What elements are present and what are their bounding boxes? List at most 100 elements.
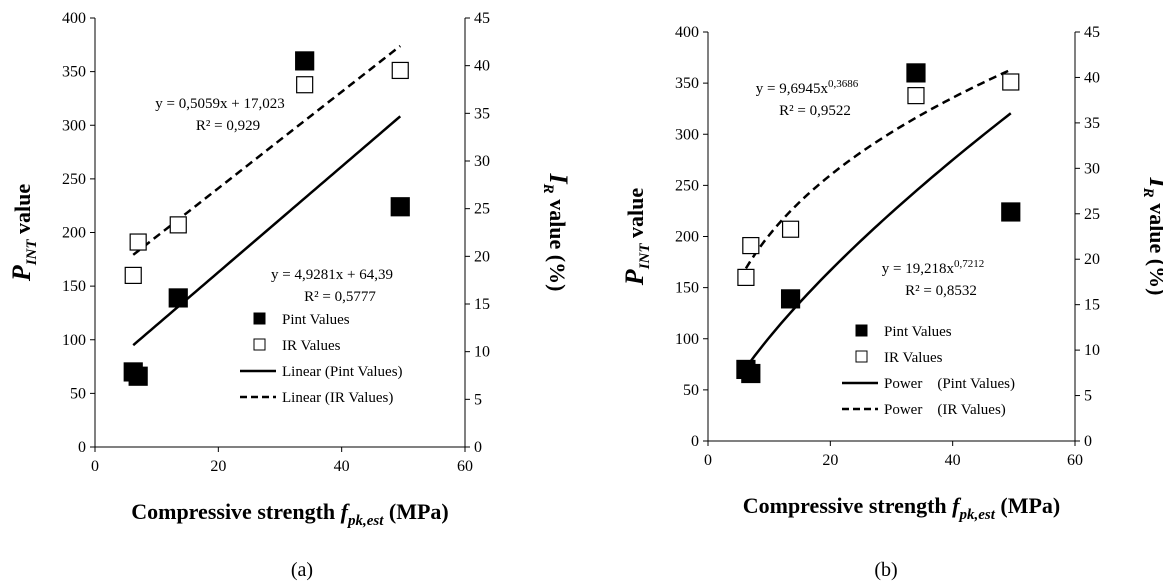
y-right-tick-label: 0 [1084, 433, 1092, 450]
legend-label: Power (Pint Values) [884, 376, 1015, 392]
data-point-ir [124, 266, 142, 284]
trendline-pint [744, 112, 1012, 369]
trendline-equation: y = 9,6945x0,3686 [756, 78, 859, 97]
legend-label: Linear (Pint Values) [282, 364, 403, 380]
data-point-ir [129, 233, 147, 251]
x-tick-label: 20 [822, 452, 838, 469]
y-right-tick-label: 10 [1084, 342, 1100, 359]
y-right-label-sub: R [1140, 187, 1156, 198]
y-left-tick-label: 400 [62, 10, 86, 27]
equation-text: y = 9,6945x [756, 81, 829, 97]
y-left-tick-label: 350 [62, 64, 86, 81]
data-point-pint [390, 197, 410, 217]
x-tick-label: 40 [945, 452, 961, 469]
y-left-tick-label: 150 [62, 278, 86, 295]
equation-text: y = 4,9281x + 64,39 [271, 267, 393, 283]
y-right-tick-label: 20 [474, 248, 490, 265]
x-tick-label: 0 [704, 452, 712, 469]
data-point-ir [169, 216, 187, 234]
y-left-tick-label: 100 [62, 332, 86, 349]
y-right-tick-label: 35 [1084, 115, 1100, 132]
y-left-label-sub: INT [637, 243, 653, 271]
data-point-ir [737, 268, 755, 286]
trendline-equation: y = 19,218x0,7212 [882, 258, 984, 277]
y-left-tick-label: 350 [675, 75, 699, 92]
equation-text: y = 19,218x [882, 261, 955, 277]
y-right-tick-label: 40 [1084, 69, 1100, 86]
data-point-ir [296, 76, 314, 94]
y-left-tick-label: 250 [62, 171, 86, 188]
legend-label: Linear (IR Values) [282, 390, 393, 406]
x-axis-label-sub: pk,est [346, 513, 384, 529]
y-left-tick-label: 50 [70, 385, 86, 402]
x-axis-label-var: f [952, 493, 962, 518]
y-right-label-rest: value (%) [1145, 198, 1163, 296]
y-left-label-rest: value [623, 188, 648, 244]
data-point-pint [128, 366, 148, 386]
x-axis-label-main: Compressive strength [131, 499, 340, 524]
y-right-label-rest: value (%) [545, 194, 570, 292]
y-left-tick-label: 300 [62, 117, 86, 134]
data-point-ir [907, 87, 925, 105]
legend-label: Pint Values [282, 312, 350, 328]
data-point-pint [741, 363, 761, 384]
data-point-ir [391, 61, 409, 80]
trendline-equation: y = 0,5059x + 17,023 [155, 96, 284, 112]
y-left-tick-label: 0 [78, 439, 86, 456]
legend-label: Power (IR Values) [884, 402, 1006, 418]
y-right-tick-label: 25 [1084, 206, 1100, 223]
panel-label: (b) [874, 559, 897, 581]
legend-label: Pint Values [884, 324, 952, 340]
y-right-tick-label: 40 [474, 58, 490, 75]
y-right-tick-label: 5 [474, 391, 482, 408]
trendline-ir [744, 68, 1012, 270]
y-left-tick-label: 50 [683, 382, 699, 399]
y-left-tick-label: 400 [675, 24, 699, 41]
x-axis-label-main: Compressive strength [743, 493, 952, 518]
y-right-tick-label: 5 [1084, 388, 1092, 405]
data-point-ir [742, 236, 760, 255]
legend-symbol-open-square [253, 338, 266, 351]
legend-label: IR Values [282, 338, 341, 354]
chart-panel-b: 0501001502002503003504000510152025303540… [620, 24, 1163, 581]
y-left-tick-label: 100 [675, 331, 699, 348]
y-left-tick-label: 200 [675, 229, 699, 246]
x-tick-label: 20 [210, 458, 226, 475]
r-squared: R² = 0,5777 [304, 289, 376, 305]
data-point-pint [168, 288, 188, 308]
r-squared: R² = 0,9522 [779, 103, 851, 119]
y-right-label-var: I [1144, 177, 1163, 189]
x-tick-label: 60 [1067, 452, 1083, 469]
legend-label: IR Values [884, 350, 943, 366]
x-axis-label-sub: pk,est [957, 507, 995, 523]
y-right-tick-label: 25 [474, 201, 490, 218]
chart-panel-a: 0501001502002503003504000510152025303540… [7, 10, 573, 581]
data-point-pint [906, 63, 926, 83]
legend-symbol-filled-square [855, 324, 868, 337]
equation-text: y = 0,5059x + 17,023 [155, 96, 284, 112]
y-left-label-sub: INT [24, 239, 40, 267]
x-axis-label: Compressive strength fpk,est (MPa) [131, 499, 449, 529]
y-right-tick-label: 45 [474, 10, 490, 27]
y-right-tick-label: 0 [474, 439, 482, 456]
panel-label: (a) [291, 559, 313, 581]
data-point-pint [1001, 202, 1021, 222]
y-left-axis-label: PINT value [7, 184, 40, 283]
data-point-pint [295, 51, 315, 71]
x-axis-label-var: f [341, 499, 351, 524]
y-right-tick-label: 20 [1084, 251, 1100, 268]
x-axis-label-unit: (MPa) [383, 499, 448, 524]
y-right-tick-label: 15 [1084, 297, 1100, 314]
y-right-tick-label: 30 [474, 153, 490, 170]
y-right-tick-label: 15 [474, 296, 490, 313]
y-left-tick-label: 250 [675, 177, 699, 194]
r-squared: R² = 0,8532 [905, 283, 977, 299]
legend-symbol-filled-square [253, 312, 266, 325]
y-right-tick-label: 35 [474, 105, 490, 122]
y-left-axis-label: PINT value [620, 188, 653, 287]
y-right-tick-label: 30 [1084, 160, 1100, 177]
x-tick-label: 0 [91, 458, 99, 475]
legend-symbol-open-square [855, 350, 868, 363]
y-right-label-sub: R [540, 183, 556, 194]
